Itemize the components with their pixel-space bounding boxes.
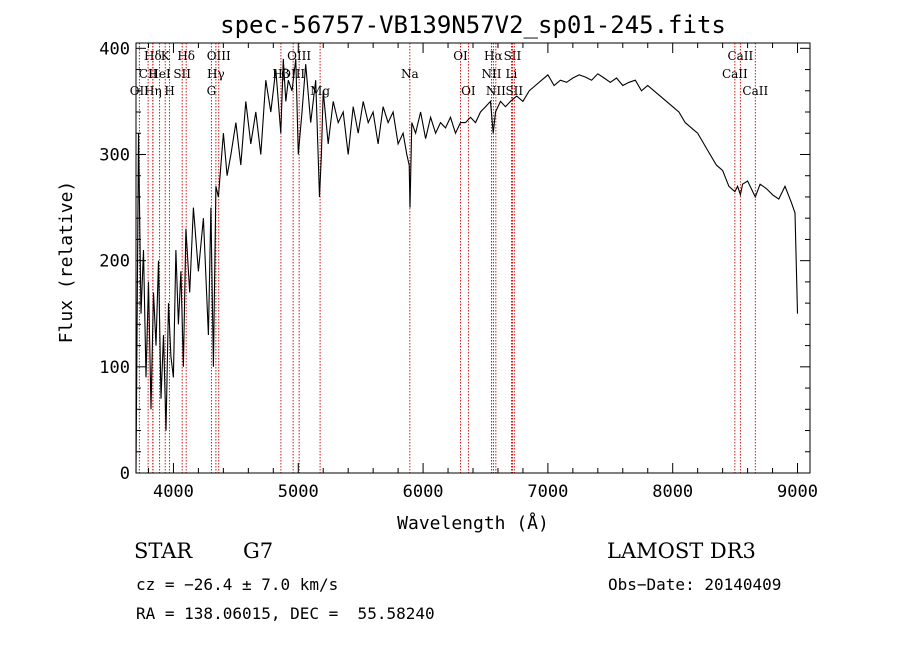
chart-title: spec-56757-VB139N57V2_sp01-245.fits: [220, 11, 726, 39]
marker-label-23: NII: [486, 84, 506, 98]
marker-label-24: SII: [505, 84, 523, 98]
axis-ticks: 4000 5000 6000 7000 8000 9000 0 100 200 300 400: [99, 39, 818, 502]
marker-label-22: Li: [506, 67, 518, 81]
y-tick-label-4: 400: [99, 39, 130, 59]
y-axis-label: Flux (relative): [56, 181, 77, 344]
x-tick-label-1: 5000: [278, 482, 319, 502]
observation-date: Obs−Date: 20140409: [608, 575, 782, 594]
marker-label-18: OI: [461, 84, 476, 98]
marker-label-19: Hα: [484, 49, 503, 63]
marker-label-3: K: [161, 49, 171, 63]
x-tick-label-3: 7000: [527, 482, 568, 502]
marker-label-4: HeI: [148, 67, 171, 81]
survey-name: LAMOST DR3: [607, 539, 756, 563]
line-markers: HδCIIOIIKHeIHηHδSIIHOIIIHγGOIIIOIIIHβMgN…: [130, 43, 768, 473]
x-tick-label-0: 4000: [153, 482, 194, 502]
marker-label-27: CaII: [742, 84, 768, 98]
marker-label-9: OIII: [207, 49, 231, 63]
object-class: STAR: [134, 539, 193, 563]
y-tick-label-3: 300: [99, 145, 130, 165]
marker-label-20: SII: [504, 49, 522, 63]
marker-label-7: SII: [173, 67, 191, 81]
x-tick-label-5: 9000: [777, 482, 818, 502]
x-axis-label: Wavelength (Å): [397, 512, 549, 534]
x-tick-label-2: 6000: [403, 482, 444, 502]
plot-frame: [135, 42, 811, 474]
marker-label-11: G: [207, 84, 217, 98]
marker-label-25: CaII: [727, 49, 753, 63]
object-subclass: G7: [243, 539, 274, 563]
redshift-velocity: cz = −26.4 ± 7.0 km/s: [136, 575, 339, 594]
y-tick-label-2: 200: [99, 252, 130, 272]
x-tick-label-4: 8000: [652, 482, 693, 502]
marker-label-21: NII: [481, 67, 501, 81]
marker-label-8: H: [164, 84, 174, 98]
marker-label-5: Hη: [144, 84, 162, 98]
sky-coordinates: RA = 138.06015, DEC = 55.58240: [136, 604, 435, 623]
marker-label-16: Na: [401, 67, 419, 81]
marker-label-13: OIII: [281, 67, 305, 81]
y-tick-label-0: 0: [120, 464, 130, 484]
spectrum-line: [135, 58, 799, 474]
marker-label-10: Hγ: [207, 67, 225, 81]
marker-label-12: OIII: [287, 49, 311, 63]
marker-label-26: CaII: [722, 67, 748, 81]
y-tick-label-1: 100: [99, 358, 130, 378]
marker-label-15: Mg: [310, 84, 330, 98]
marker-label-6: Hδ: [177, 49, 195, 63]
marker-label-17: OI: [453, 49, 468, 63]
